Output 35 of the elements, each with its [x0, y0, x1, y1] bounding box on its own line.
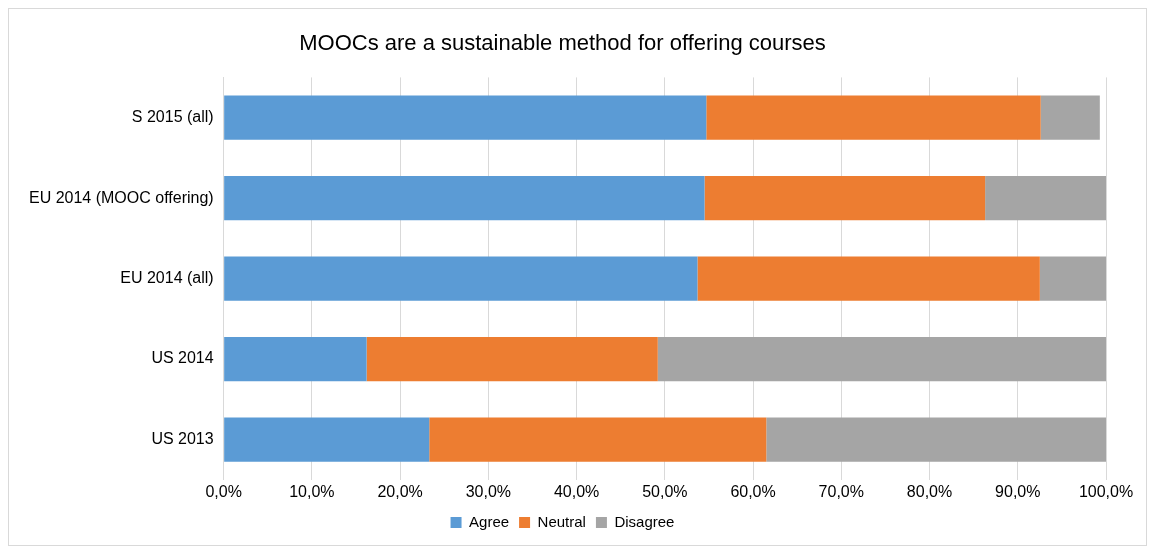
bar [706, 95, 1041, 140]
x-tick-label: 10,0% [289, 482, 335, 500]
bar [985, 175, 1106, 221]
bar [657, 336, 1106, 382]
x-tick-label: 20,0% [377, 482, 423, 500]
x-tick-label: 70,0% [818, 482, 864, 500]
legend-label: Neutral [537, 512, 586, 530]
x-tick-label: 80,0% [906, 482, 953, 500]
y-tick-label: US 2013 [151, 429, 214, 447]
x-tick-label: 50,0% [642, 482, 688, 500]
x-tick-label: 40,0% [553, 482, 600, 500]
y-tick-label: EU 2014 (MOOC offering) [28, 188, 214, 206]
legend-label: Disagree [614, 512, 675, 530]
x-tick-label: 30,0% [465, 482, 512, 500]
bar [1040, 95, 1100, 140]
bar [224, 336, 367, 382]
bar [366, 336, 658, 382]
bar [224, 417, 430, 462]
bar [1039, 256, 1106, 301]
bar [224, 256, 698, 301]
bar [704, 175, 986, 221]
bar [224, 95, 707, 140]
y-tick-label: US 2014 [151, 349, 214, 367]
bar [697, 256, 1040, 301]
x-tick-label: 0,0% [205, 482, 242, 500]
y-tick-label: EU 2014 (all) [120, 269, 214, 287]
bar [429, 417, 767, 462]
legend-label: Agree [469, 512, 510, 530]
y-tick-label: S 2015 (all) [131, 108, 214, 126]
x-tick-label: 100,0% [1078, 482, 1134, 500]
x-tick-label: 90,0% [995, 482, 1041, 500]
bar [224, 175, 705, 221]
bar [766, 417, 1106, 462]
x-tick-label: 60,0% [730, 482, 776, 500]
chart-title: MOOCs are a sustainable method for offering courses [299, 30, 826, 56]
